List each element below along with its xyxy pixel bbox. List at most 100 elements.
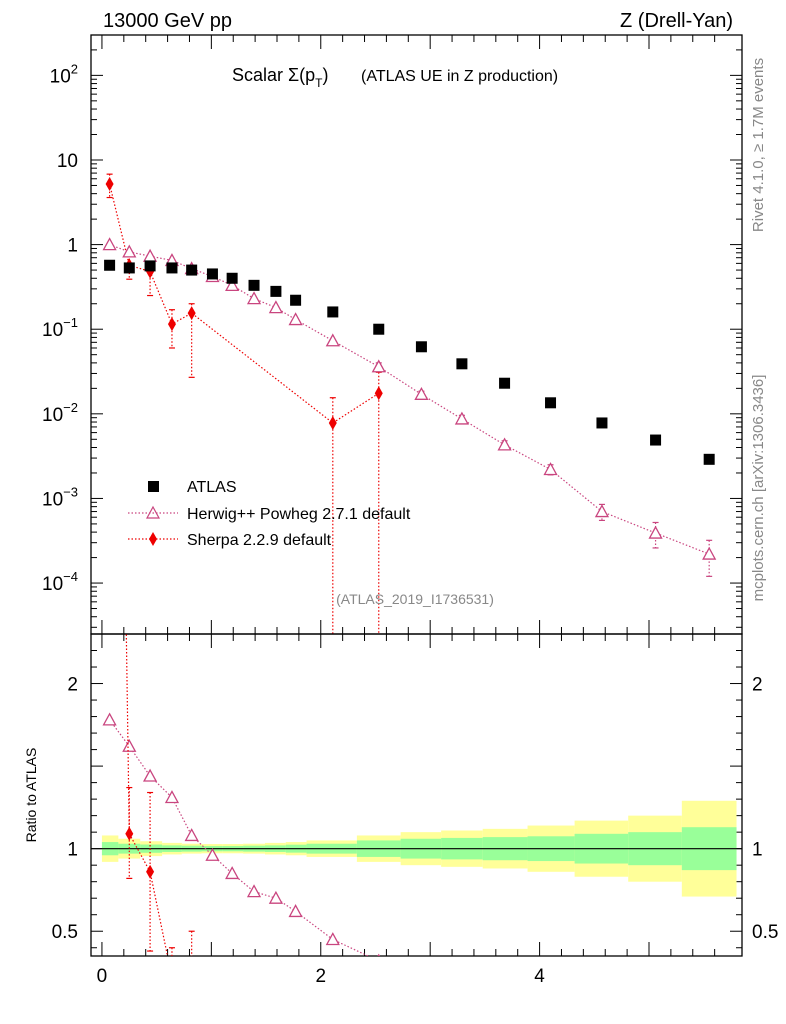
herwig-point <box>268 300 284 314</box>
atlas-point <box>123 262 135 274</box>
herwig-point <box>454 411 470 425</box>
atlas-point <box>327 306 339 318</box>
sherpa-ratio-point <box>146 864 155 879</box>
mcplots-label: mcplots.cern.ch [arXiv:1306.3436] <box>750 375 767 602</box>
legend-herwig-marker <box>145 505 161 519</box>
atlas-point <box>499 377 511 389</box>
herwig-ratio-point <box>164 790 180 804</box>
sherpa-ratio-point <box>329 999 337 1013</box>
sherpa-line <box>109 183 380 424</box>
y-tick-label-base: 10 <box>42 574 63 595</box>
y-tick-label-exp: −1 <box>63 315 78 330</box>
legend-atlas-marker <box>148 481 159 492</box>
sherpa-point <box>105 177 114 192</box>
atlas-point <box>144 260 156 272</box>
herwig-point <box>225 277 240 291</box>
ratio-panel-content <box>91 634 742 1013</box>
atlas-point <box>290 294 302 306</box>
herwig-ratio-point <box>205 847 220 861</box>
atlas-point <box>545 397 557 409</box>
title-subscript: T <box>315 76 323 90</box>
herwig-point <box>246 291 262 305</box>
x-tick-label: 0 <box>97 966 108 987</box>
legend: ATLAS Herwig++ Powheg 2.7.1 default Sher… <box>128 479 411 549</box>
x-tick-label: 2 <box>315 966 326 987</box>
sherpa-point <box>167 317 176 332</box>
herwig-point <box>122 244 137 258</box>
title-main: Scalar Σ(p <box>232 65 315 85</box>
y-tick-label-exp: −2 <box>63 400 78 415</box>
y-tick-label-main: 10−2 <box>42 400 78 426</box>
title-close: ) <box>323 65 329 85</box>
herwig-point <box>543 462 558 476</box>
y-tick-label-ratio-left: 1 <box>67 840 78 861</box>
atlas-point <box>703 453 715 465</box>
herwig-ratio-point <box>102 712 117 726</box>
legend-atlas-label: ATLAS <box>187 479 237 496</box>
header-energy: 13000 GeV pp <box>103 10 232 32</box>
y-tick-label-base: 10 <box>50 66 71 87</box>
sherpa-point <box>328 415 337 430</box>
y-tick-label-ratio-left: 2 <box>67 675 78 696</box>
y-tick-label-base: 10 <box>42 489 63 510</box>
atlas-point <box>248 279 260 291</box>
atlas-point <box>186 264 198 276</box>
atlas-point <box>456 358 468 370</box>
main-panel-content <box>102 173 717 634</box>
atlas-point <box>415 341 427 353</box>
atlas-point <box>226 272 238 284</box>
atlas-point <box>596 417 608 429</box>
legend-sherpa-marker <box>149 532 157 546</box>
ratio-ylabel: Ratio to ATLAS <box>23 748 39 843</box>
sherpa-point <box>374 386 383 401</box>
herwig-ratio-point <box>246 884 262 898</box>
y-tick-label-main: 1 <box>67 236 78 257</box>
header-process: Z (Drell-Yan) <box>620 10 733 32</box>
herwig-ratio-point <box>288 904 303 918</box>
atlas-point <box>104 259 116 271</box>
y-tick-label-ratio-left: 0.5 <box>52 922 78 943</box>
x-tick-label: 4 <box>534 966 545 987</box>
sherpa-point <box>187 306 196 321</box>
y-tick-label-main: 10−3 <box>42 484 78 510</box>
sherpa-ratio-point <box>125 826 134 841</box>
atlas-point <box>206 268 218 280</box>
legend-herwig-label: Herwig++ Powheg 2.7.1 default <box>187 506 411 523</box>
y-tick-label-main: 10−4 <box>42 569 78 595</box>
y-tick-label-exp: −3 <box>63 484 78 499</box>
herwig-point <box>142 248 158 262</box>
legend-sherpa-label: Sherpa 2.2.9 default <box>187 532 332 549</box>
herwig-ratio-point <box>377 953 381 956</box>
x-tick-labels: 0 2 4 <box>97 966 546 987</box>
herwig-point <box>371 359 386 373</box>
y-tick-label-exp: −4 <box>63 569 78 584</box>
herwig-point <box>702 546 717 560</box>
herwig-ratio-point <box>268 890 284 904</box>
ratio-panel: 2 2 1 1 0.5 0.5 <box>52 633 778 957</box>
atlas-point <box>373 323 385 335</box>
y-tick-label-main: 10−1 <box>42 315 78 341</box>
herwig-ratio-point <box>142 768 158 782</box>
herwig-ratio-point <box>122 738 137 752</box>
y-tick-label-ratio-right: 1 <box>752 840 763 861</box>
ratio-frame-box <box>90 633 743 957</box>
sherpa-ratio-point <box>168 970 176 984</box>
sherpa-ratio-point <box>375 979 383 993</box>
analysis-label: (ATLAS_2019_I1736531) <box>336 591 494 607</box>
y-tick-label-base: 1 <box>67 236 78 257</box>
atlas-point <box>650 434 662 446</box>
plot-title-rest: (ATLAS UE in Z production) <box>361 68 558 85</box>
herwig-point <box>497 437 512 451</box>
herwig-point <box>414 386 429 400</box>
herwig-point <box>648 525 663 539</box>
y-tick-label-ratio-right: 0.5 <box>752 922 778 943</box>
herwig-ratio-point <box>184 828 199 842</box>
plot-title: Scalar Σ(pT) <box>232 65 329 90</box>
herwig-point <box>325 333 340 347</box>
atlas-point <box>166 262 178 274</box>
rivet-label: Rivet 4.1.0, ≥ 1.7M events <box>750 58 767 232</box>
herwig-ratio-point <box>325 932 340 946</box>
herwig-point <box>102 237 117 251</box>
